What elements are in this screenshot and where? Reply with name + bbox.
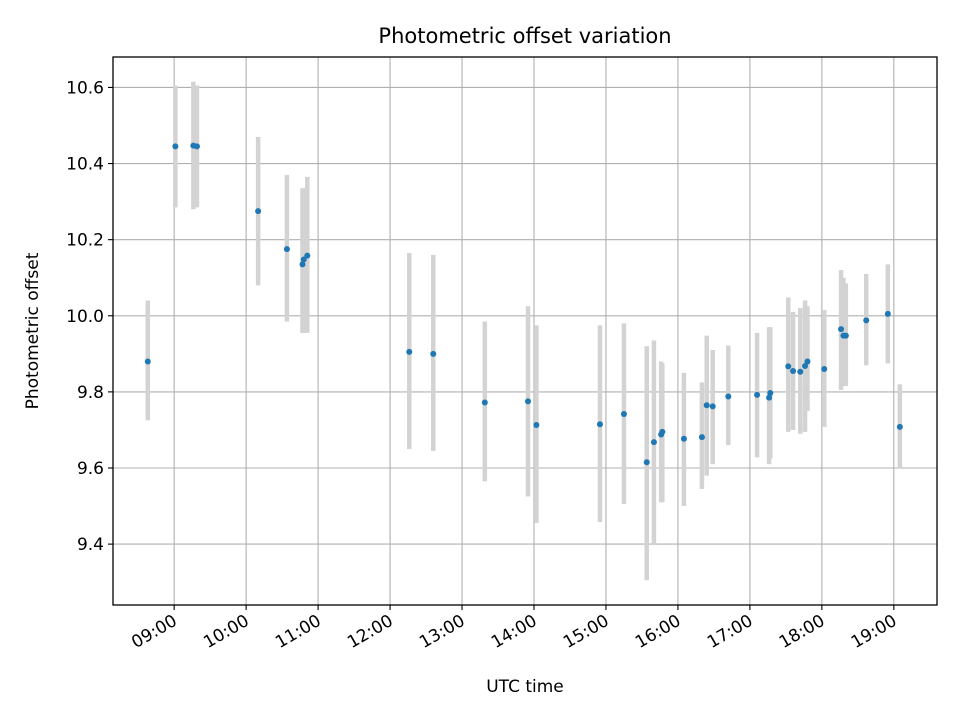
data-point — [430, 350, 437, 357]
data-point — [698, 434, 705, 441]
y-tick-label: 9.8 — [77, 383, 104, 403]
y-tick-label: 10.4 — [66, 155, 104, 175]
x-tick-label: 10:00 — [200, 611, 252, 653]
data-point — [596, 421, 603, 428]
data-point — [193, 143, 200, 150]
grid-lines — [113, 57, 937, 605]
x-tick-label: 12:00 — [344, 611, 396, 653]
y-tick-label: 10.2 — [66, 231, 104, 251]
data-point — [255, 208, 262, 215]
y-tick-label: 9.6 — [77, 459, 104, 479]
data-point — [533, 421, 540, 428]
chart-title: Photometric offset variation — [378, 24, 671, 48]
x-axis-label: UTC time — [486, 677, 564, 697]
data-point — [300, 256, 307, 263]
error-bars — [145, 81, 903, 581]
data-points — [144, 142, 903, 466]
y-tick-label: 9.4 — [77, 535, 104, 555]
data-point — [283, 246, 290, 253]
data-point — [725, 393, 732, 400]
plot-frame — [112, 56, 938, 606]
x-axis-ticks: 09:00 10:00 11:00 12:00 13:00 14:00 15:00 16:00… — [128, 605, 900, 653]
data-point — [838, 326, 845, 333]
data-point — [785, 363, 792, 370]
data-point — [703, 402, 710, 409]
x-tick-label: 11:00 — [272, 611, 324, 653]
data-point — [754, 391, 761, 398]
data-point — [842, 332, 849, 339]
data-point — [797, 368, 804, 375]
y-tick-label: 10.6 — [66, 78, 104, 98]
data-point — [896, 423, 903, 430]
y-tick-label: 10.0 — [66, 307, 104, 327]
x-tick-label: 19:00 — [848, 611, 900, 653]
data-point — [643, 459, 650, 466]
data-point — [406, 348, 413, 355]
y-axis-ticks: 9.4 9.6 9.8 10.0 10.2 10.4 10.6 — [66, 78, 113, 555]
data-point — [766, 394, 773, 401]
data-point — [821, 366, 828, 373]
data-point — [680, 435, 687, 442]
data-point — [767, 390, 774, 397]
data-point — [659, 428, 666, 435]
x-tick-label: 16:00 — [632, 611, 684, 653]
data-point — [481, 399, 488, 406]
data-point — [863, 317, 870, 324]
y-axis-label: Photometric offset — [23, 252, 43, 409]
data-point — [650, 439, 657, 446]
data-point — [299, 261, 306, 268]
data-point — [620, 410, 627, 417]
data-point — [709, 403, 716, 410]
x-tick-label: 17:00 — [704, 611, 756, 653]
data-point — [790, 367, 797, 374]
x-tick-label: 09:00 — [128, 611, 180, 653]
data-point — [884, 310, 891, 317]
data-point — [802, 363, 809, 370]
x-tick-label: 13:00 — [416, 611, 468, 653]
data-point — [524, 398, 531, 405]
x-tick-label: 18:00 — [776, 611, 828, 653]
data-point — [304, 252, 311, 259]
data-point — [144, 358, 151, 365]
x-tick-label: 14:00 — [488, 611, 540, 653]
x-tick-label: 15:00 — [560, 611, 612, 653]
data-point — [172, 143, 179, 150]
data-point — [804, 358, 811, 365]
